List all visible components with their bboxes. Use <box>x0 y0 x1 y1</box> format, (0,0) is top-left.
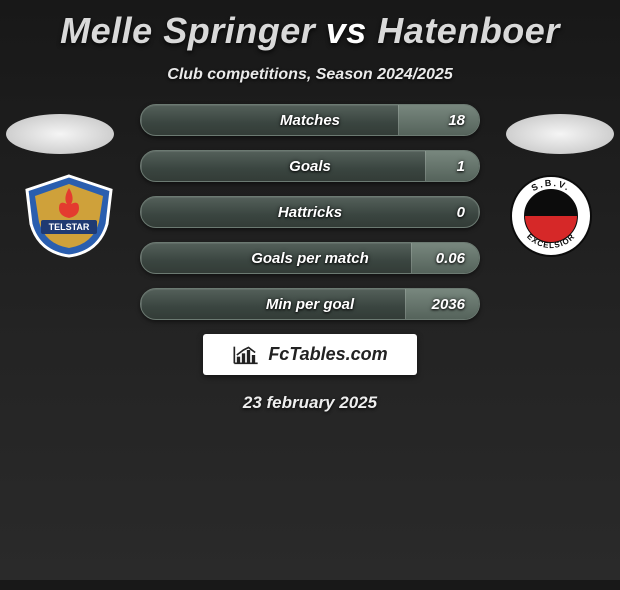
page-title: Melle Springer vs Hatenboer <box>0 10 620 52</box>
stat-label: Min per goal <box>141 289 479 319</box>
stat-bars: Matches18 Goals1 Hattricks0 Goals per match… <box>140 102 480 320</box>
stat-value-right: 0 <box>457 197 465 227</box>
stat-label: Hattricks <box>141 197 479 227</box>
stat-label: Matches <box>141 105 479 135</box>
stat-value-right: 2036 <box>432 289 465 319</box>
stat-bar: Matches18 <box>140 104 480 136</box>
stat-label: Goals per match <box>141 243 479 273</box>
badge-band-text: TELSTAR <box>49 222 90 232</box>
stat-value-right: 18 <box>448 105 465 135</box>
date-text: 23 february 2025 <box>0 393 620 413</box>
stat-bar: Hattricks0 <box>140 196 480 228</box>
brand-card: FcTables.com <box>203 334 417 375</box>
stat-value-right: 0.06 <box>436 243 465 273</box>
stat-bar: Goals per match0.06 <box>140 242 480 274</box>
club-badge-right: S.B.V. EXCELSIOR <box>500 174 602 258</box>
player1-name: Melle Springer <box>60 10 315 51</box>
subtitle: Club competitions, Season 2024/2025 <box>0 66 620 84</box>
player2-name: Hatenboer <box>377 10 560 51</box>
stat-label: Goals <box>141 151 479 181</box>
comparison-stage: TELSTAR S.B.V. EXCELSIOR Matches18Goals1… <box>0 102 620 320</box>
club-badge-left: TELSTAR <box>18 174 120 258</box>
brand-chart-icon <box>232 345 260 365</box>
player1-photo <box>6 114 114 154</box>
stat-bar: Goals1 <box>140 150 480 182</box>
stat-bar: Min per goal2036 <box>140 288 480 320</box>
brand-text: FcTables.com <box>268 344 387 365</box>
stat-value-right: 1 <box>457 151 465 181</box>
player2-photo <box>506 114 614 154</box>
vs-text: vs <box>326 10 367 51</box>
